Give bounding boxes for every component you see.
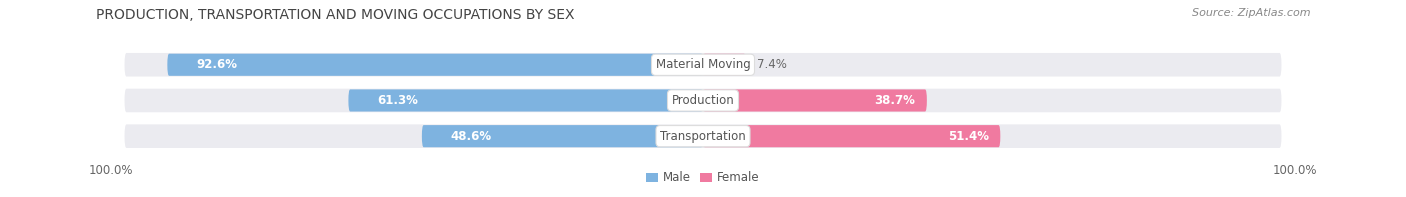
Text: Material Moving: Material Moving xyxy=(655,58,751,71)
Text: 38.7%: 38.7% xyxy=(875,94,915,107)
Text: 100.0%: 100.0% xyxy=(89,164,134,177)
FancyBboxPatch shape xyxy=(167,54,703,76)
FancyBboxPatch shape xyxy=(422,125,703,147)
Text: 100.0%: 100.0% xyxy=(1272,164,1317,177)
FancyBboxPatch shape xyxy=(125,89,1281,112)
FancyBboxPatch shape xyxy=(125,53,1281,77)
Text: 61.3%: 61.3% xyxy=(377,94,418,107)
FancyBboxPatch shape xyxy=(703,54,745,76)
FancyBboxPatch shape xyxy=(703,125,1000,147)
Legend: Male, Female: Male, Female xyxy=(641,167,765,189)
Text: Production: Production xyxy=(672,94,734,107)
Text: Transportation: Transportation xyxy=(661,130,745,143)
FancyBboxPatch shape xyxy=(125,124,1281,148)
FancyBboxPatch shape xyxy=(703,89,927,112)
Text: 51.4%: 51.4% xyxy=(948,130,988,143)
Text: Source: ZipAtlas.com: Source: ZipAtlas.com xyxy=(1192,8,1310,18)
Text: PRODUCTION, TRANSPORTATION AND MOVING OCCUPATIONS BY SEX: PRODUCTION, TRANSPORTATION AND MOVING OC… xyxy=(96,8,574,22)
Text: 92.6%: 92.6% xyxy=(197,58,238,71)
Text: 48.6%: 48.6% xyxy=(451,130,492,143)
FancyBboxPatch shape xyxy=(349,89,703,112)
Text: 7.4%: 7.4% xyxy=(758,58,787,71)
